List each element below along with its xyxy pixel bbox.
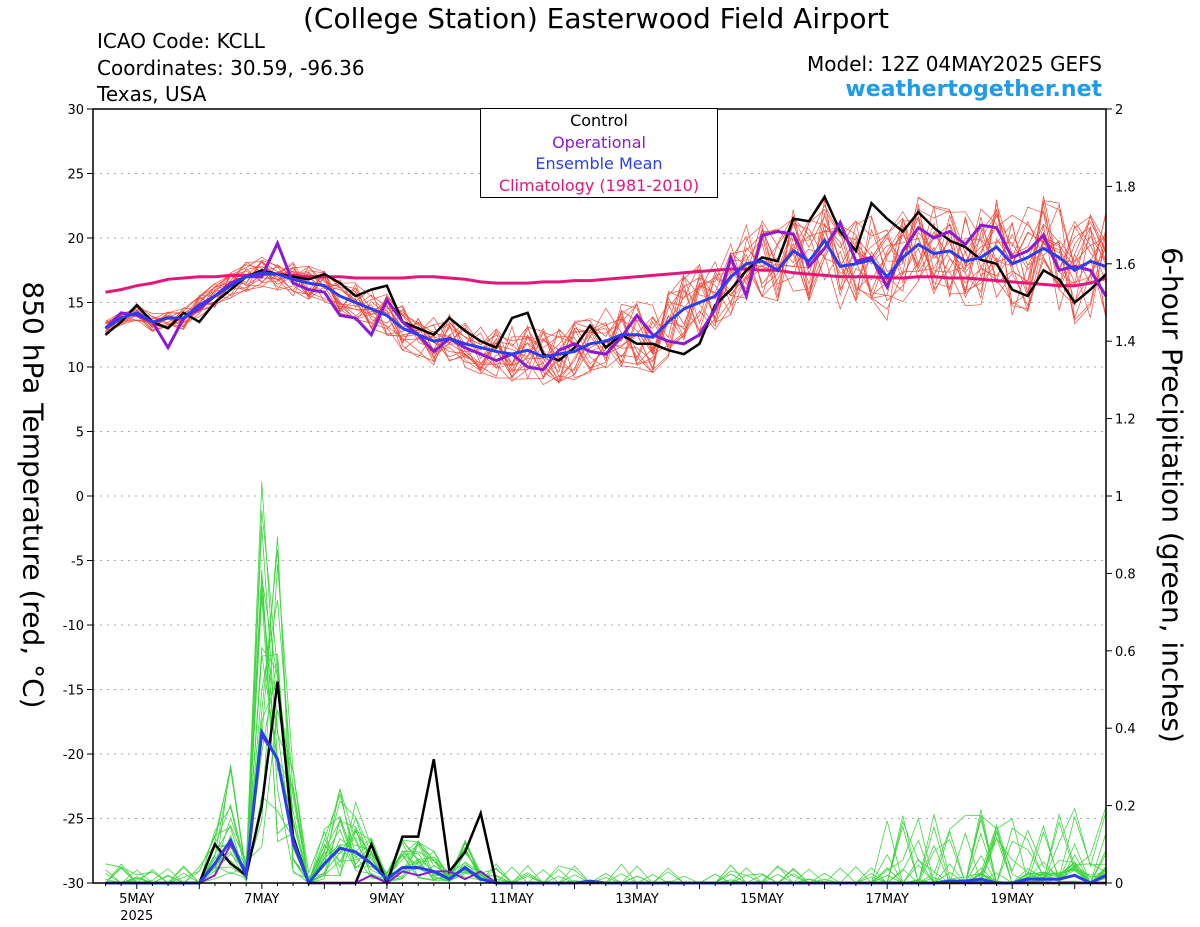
temp-ensemble-mean-line: [104, 237, 1107, 359]
y-tick-label-left: -30: [63, 877, 84, 892]
temp-member-line: [105, 217, 1107, 382]
y-tick-label-left: 20: [67, 232, 84, 247]
y-tick-label-right: 2: [1115, 103, 1123, 118]
y-tick-label-left: 30: [67, 103, 84, 118]
precip-ensemble-mean-line: [105, 727, 1107, 887]
y-tick-label-right: 1.8: [1115, 180, 1136, 195]
y-tick-label-right: 0.2: [1115, 800, 1136, 815]
x-tick-label: 11MAY: [490, 892, 534, 907]
temp-member-line: [105, 208, 1107, 378]
y-tick-label-right: 0.6: [1115, 645, 1136, 660]
coordinates: Coordinates: 30.59, -96.36: [97, 56, 365, 80]
precip-member-line: [105, 510, 1107, 885]
model-run: Model: 12Z 04MAY2025 GEFS: [807, 52, 1102, 76]
temp-operational-line: [104, 219, 1108, 372]
x-tick-label: 7MAY: [244, 892, 279, 907]
y-axis-label-left: 850 hPa Temperature (red, °C): [16, 281, 50, 709]
y-tick-label-left: 0: [76, 490, 84, 505]
y-tick-label-left: 5: [76, 426, 84, 441]
temp-member-line: [105, 196, 1107, 381]
y-tick-label-right: 1: [1115, 490, 1123, 505]
y-tick-label-left: 25: [67, 168, 84, 183]
y-tick-label-left: -15: [63, 684, 84, 699]
y-tick-label-left: -10: [63, 619, 84, 634]
icao-code: ICAO Code: KCLL: [97, 29, 265, 53]
legend-operational: Operational: [552, 132, 646, 152]
y-tick-label-left: -20: [63, 748, 84, 763]
y-axis-label-right: 6-hour Precipitation (green, inches): [1155, 247, 1189, 743]
precip-ensemble-members: [105, 481, 1107, 885]
y-tick-label-right: 0.8: [1115, 567, 1136, 582]
site-link[interactable]: weathertogether.net: [845, 77, 1102, 102]
temp-member-line: [105, 209, 1107, 384]
legend-climatology: Climatology (1981-2010): [498, 175, 700, 195]
y-tick-label-right: 0.4: [1115, 722, 1136, 737]
y-tick-label-left: -25: [63, 813, 84, 828]
y-tick-label-right: 1.4: [1115, 335, 1136, 350]
y-tick-label-left: -5: [71, 555, 84, 570]
x-tick-label: 9MAY: [369, 892, 404, 907]
y-tick-label-right: 0: [1115, 877, 1123, 892]
region: Texas, USA: [97, 82, 207, 106]
x-tick-label: 17MAY: [865, 892, 909, 907]
x-tick-label: 15MAY: [740, 892, 784, 907]
x-tick-year: 2025: [120, 909, 153, 924]
y-tick-label-right: 1.2: [1115, 413, 1136, 428]
axis-ticks: 302520151050-5-10-15-20-25-3021.81.61.41…: [63, 103, 1136, 924]
temp-member-line: [105, 209, 1107, 386]
legend: Control Operational Ensemble Mean Climat…: [480, 108, 718, 198]
y-tick-label-left: 15: [67, 297, 84, 312]
temp-member-line: [105, 208, 1107, 379]
x-tick-label: 19MAY: [990, 892, 1034, 907]
chart-title: (College Station) Easterwood Field Airpo…: [302, 2, 890, 35]
x-tick-label: 13MAY: [615, 892, 659, 907]
x-tick-label: 5MAY: [119, 892, 154, 907]
legend-ensemble-mean: Ensemble Mean: [535, 154, 663, 173]
legend-control: Control: [570, 111, 628, 130]
chart-series: [104, 194, 1108, 887]
y-tick-label-left: 10: [67, 361, 84, 376]
temp-member-line: [105, 203, 1107, 378]
temp-ensemble-members: [105, 196, 1107, 386]
temp-member-line: [105, 200, 1107, 369]
y-tick-label-right: 1.6: [1115, 258, 1136, 273]
